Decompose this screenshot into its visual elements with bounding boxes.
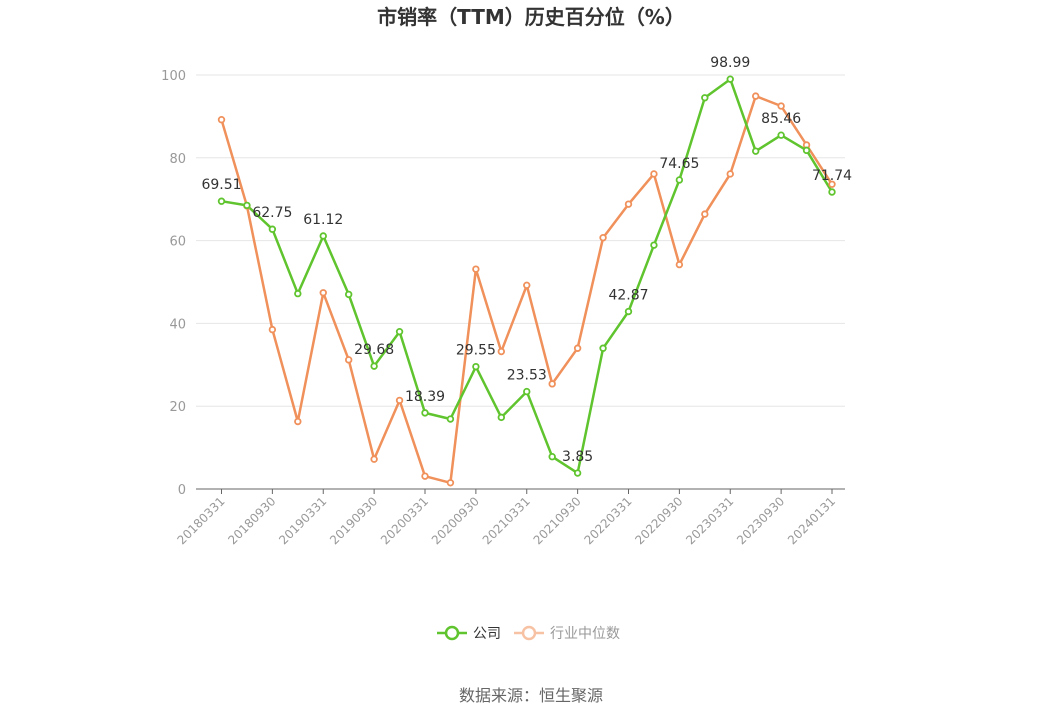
series-lines <box>220 77 834 485</box>
data-point <box>802 146 811 155</box>
data-point <box>319 289 327 297</box>
data-point <box>828 180 836 188</box>
data-point <box>523 387 531 396</box>
series-line-1 <box>220 94 834 485</box>
x-tick-label: 20230331 <box>683 494 736 547</box>
data-point <box>573 469 582 477</box>
legend-label: 公司 <box>473 626 501 642</box>
data-point <box>446 479 455 487</box>
data-point <box>624 307 633 316</box>
x-tick-label: 20200930 <box>429 494 482 547</box>
data-point <box>243 201 251 210</box>
y-tick-label: 100 <box>161 69 186 84</box>
data-point <box>573 344 582 352</box>
data-point <box>294 289 302 298</box>
data-point <box>294 417 302 426</box>
y-tick-label: 80 <box>169 152 186 167</box>
data-point <box>395 327 404 336</box>
data-point <box>395 396 404 405</box>
series-line-0 <box>221 77 834 475</box>
y-tick-label: 60 <box>169 235 186 250</box>
data-point <box>421 472 429 480</box>
data-source: 数据来源：恒生聚源 <box>459 686 603 705</box>
data-point <box>624 200 633 208</box>
legend-marker <box>444 625 460 641</box>
data-point <box>548 453 556 461</box>
legend-item-1[interactable]: 行业中位数 <box>514 625 620 642</box>
data-point <box>599 234 607 242</box>
data-labels: 69.51 62.75 61.12 29.68 18.39 29.55 23.53 3.85 4… <box>201 55 852 465</box>
data-point <box>472 362 480 371</box>
data-point <box>217 116 226 124</box>
data-point <box>650 241 658 249</box>
data-point <box>701 94 709 102</box>
data-label: 61.12 <box>303 212 343 228</box>
data-label: 71.74 <box>812 168 852 184</box>
data-points <box>217 75 836 487</box>
y-tick-label: 0 <box>178 483 186 498</box>
data-point <box>319 232 327 240</box>
data-point <box>344 290 353 299</box>
data-point <box>675 260 684 269</box>
x-tick-label: 20210331 <box>480 494 533 547</box>
data-point <box>701 210 709 218</box>
legend-marker <box>521 625 537 641</box>
data-point <box>726 75 734 83</box>
chart-title: 市销率（TTM）历史百分位（%） <box>377 5 685 29</box>
data-label: 23.53 <box>507 368 547 384</box>
data-label: 3.85 <box>562 449 593 465</box>
data-point <box>523 281 531 290</box>
legend-item-0[interactable]: 公司 <box>437 625 501 642</box>
y-tick-label: 20 <box>169 400 186 415</box>
data-point <box>599 344 607 352</box>
data-point <box>446 415 455 423</box>
data-point <box>472 265 480 273</box>
data-point <box>421 409 429 417</box>
data-point <box>497 413 506 422</box>
data-point <box>217 197 226 205</box>
x-tick-label: 20180930 <box>225 494 278 547</box>
data-point <box>726 170 734 178</box>
x-tick-label: 20190331 <box>276 494 329 547</box>
data-point <box>650 170 658 178</box>
data-point <box>777 102 785 110</box>
data-point <box>751 92 760 100</box>
data-point <box>370 362 378 370</box>
data-point <box>370 455 378 463</box>
data-point <box>828 188 836 196</box>
data-point <box>268 325 277 334</box>
data-label: 69.51 <box>201 177 241 193</box>
x-tick-label: 20240131 <box>785 494 838 547</box>
legend-label: 行业中位数 <box>550 626 620 642</box>
x-tick-label: 20220331 <box>582 494 635 547</box>
data-label: 98.99 <box>710 55 750 71</box>
data-point <box>344 356 353 364</box>
data-label: 85.46 <box>761 111 801 127</box>
data-point <box>751 147 760 155</box>
x-tick-label: 20210930 <box>531 494 584 547</box>
data-point <box>675 176 684 184</box>
data-point <box>777 131 785 139</box>
data-label: 62.75 <box>252 205 292 221</box>
data-label: 74.65 <box>659 156 699 172</box>
data-point <box>548 380 556 388</box>
legend[interactable]: 公司 行业中位数 <box>437 625 620 642</box>
x-tick-label: 20190930 <box>327 494 380 547</box>
x-tick-label: 20180331 <box>175 494 228 547</box>
x-tick-label: 20200331 <box>378 494 431 547</box>
data-point <box>497 347 506 356</box>
data-label: 29.68 <box>354 342 394 358</box>
x-tick-label: 20220930 <box>632 494 685 547</box>
data-label: 18.39 <box>405 389 445 405</box>
data-label: 42.87 <box>608 288 648 304</box>
data-label: 29.55 <box>456 343 496 359</box>
x-tick-label: 20230930 <box>734 494 787 547</box>
data-point <box>268 225 277 233</box>
y-tick-label: 40 <box>169 317 186 332</box>
